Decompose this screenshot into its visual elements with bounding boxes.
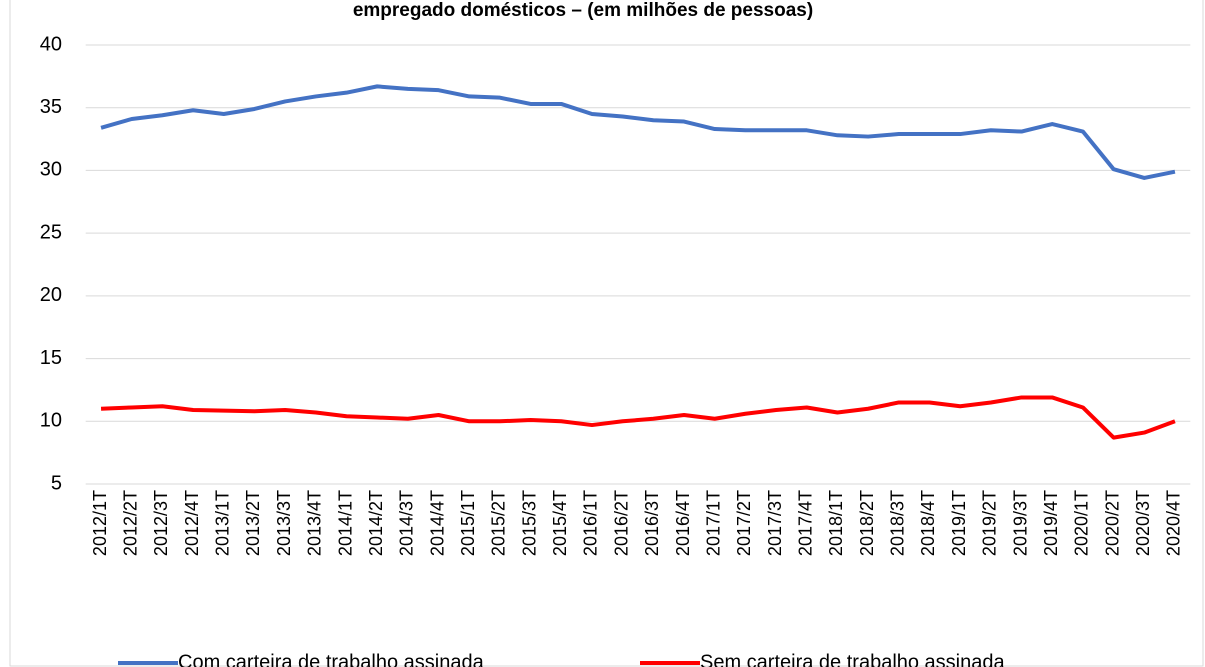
x-tick-label: 2019/3T — [1010, 490, 1030, 556]
x-tick-label: 2018/3T — [888, 490, 908, 556]
x-tick-label: 2013/1T — [213, 490, 233, 556]
y-tick-label: 40 — [40, 33, 62, 55]
y-tick-label: 30 — [40, 159, 62, 181]
chart-title: empregado domésticos – (em milhões de pe… — [353, 0, 813, 21]
x-tick-label: 2017/4T — [796, 490, 816, 556]
x-tick-label: 2012/3T — [151, 490, 171, 556]
x-tick-label: 2019/1T — [949, 490, 969, 556]
x-tick-label: 2012/4T — [182, 490, 202, 556]
x-tick-label: 2015/4T — [550, 490, 570, 556]
y-tick-label: 20 — [40, 284, 62, 306]
x-tick-label: 2017/1T — [703, 490, 723, 556]
y-tick-label: 25 — [40, 221, 62, 243]
x-tick-label: 2014/2T — [366, 490, 386, 556]
line-series — [100, 395, 1176, 440]
x-tick-label: 2017/2T — [734, 490, 754, 556]
x-tick-label: 2014/3T — [397, 490, 417, 556]
x-tick-label: 2012/2T — [120, 490, 140, 556]
x-tick-label: 2016/3T — [642, 490, 662, 556]
y-tick-label: 5 — [51, 472, 62, 494]
x-tick-label: 2018/2T — [857, 490, 877, 556]
legend-label: Com carteira de trabalho assinada — [178, 651, 485, 667]
x-tick-label: 2019/2T — [980, 490, 1000, 556]
x-tick-label: 2020/2T — [1102, 490, 1122, 556]
x-tick-label: 2018/1T — [826, 490, 846, 556]
x-tick-label: 2016/4T — [673, 490, 693, 556]
x-tick-label: 2014/1T — [335, 490, 355, 556]
y-tick-label: 10 — [40, 410, 62, 432]
x-tick-label: 2016/2T — [611, 490, 631, 556]
y-tick-label: 15 — [40, 347, 62, 369]
x-tick-label: 2017/3T — [765, 490, 785, 556]
x-tick-label: 2018/4T — [918, 490, 938, 556]
legend-label: Sem carteira de trabalho assinada — [700, 651, 1005, 667]
x-tick-label: 2012/1T — [90, 490, 110, 556]
x-tick-label: 2013/4T — [305, 490, 325, 556]
x-tick-label: 2015/1T — [458, 490, 478, 556]
x-tick-label: 2013/2T — [243, 490, 263, 556]
x-tick-label: 2016/1T — [581, 490, 601, 556]
x-tick-label: 2019/4T — [1041, 490, 1061, 556]
x-tick-label: 2020/3T — [1133, 490, 1153, 556]
x-tick-label: 2015/3T — [519, 490, 539, 556]
x-tick-label: 2020/4T — [1164, 490, 1184, 556]
line-series — [100, 84, 1176, 180]
x-tick-label: 2020/1T — [1072, 490, 1092, 556]
y-tick-label: 35 — [40, 96, 62, 118]
x-tick-label: 2014/4T — [427, 490, 447, 556]
x-tick-label: 2013/3T — [274, 490, 294, 556]
x-tick-label: 2015/2T — [489, 490, 509, 556]
chart-frame — [9, 0, 1204, 667]
